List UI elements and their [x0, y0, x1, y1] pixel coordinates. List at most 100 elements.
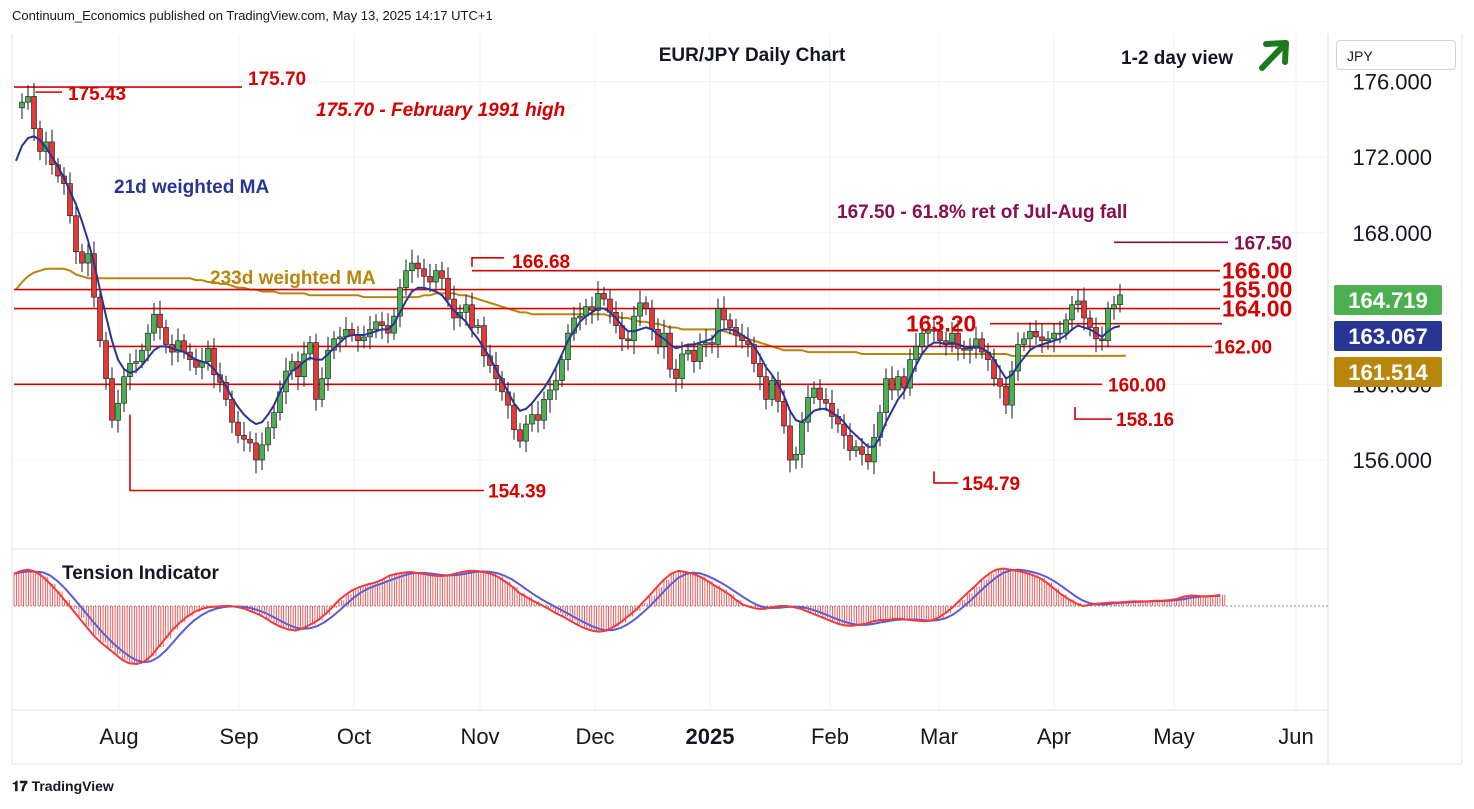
tradingview-logo-icon: 𝟏𝟕	[12, 778, 28, 794]
candle-body	[817, 387, 823, 400]
ma233-path	[15, 267, 1127, 357]
candle-body	[649, 308, 655, 330]
candle-body	[181, 340, 187, 353]
candle-body	[523, 423, 529, 442]
candle-body	[1039, 336, 1045, 342]
brand-name: TradingView	[31, 778, 114, 794]
candle-body	[133, 361, 139, 364]
candle-body	[799, 421, 805, 455]
candle-body	[925, 329, 931, 334]
candle-body	[715, 308, 721, 345]
candle-body	[469, 304, 475, 328]
candle-body	[997, 378, 1003, 387]
candle-body	[1087, 317, 1093, 328]
candle-body	[685, 349, 691, 355]
ma233-line	[15, 267, 1127, 357]
label-158-16: 158.16	[1116, 410, 1174, 431]
x-tick-label: Mar	[920, 724, 958, 749]
candle-body	[1075, 300, 1081, 306]
candle-body	[271, 412, 277, 429]
candle-body	[85, 253, 91, 264]
candle-body	[1069, 304, 1075, 321]
label-162: 162.00	[1214, 337, 1272, 358]
candle-body	[679, 353, 685, 379]
tradingview-logo[interactable]: 𝟏𝟕 TradingView	[12, 778, 114, 795]
annotation-ma233: 233d weighted MA	[210, 268, 376, 289]
candle-body	[319, 378, 325, 400]
candle-body	[1027, 330, 1033, 340]
candle-body	[151, 313, 157, 334]
candle-body	[1015, 344, 1021, 372]
label-166: 166.00	[1222, 258, 1292, 284]
candle-body	[1009, 370, 1015, 406]
tension-fast-line	[13, 567, 1221, 665]
label-164: 164.00	[1222, 296, 1292, 322]
candle-body	[127, 363, 133, 378]
candle-body	[175, 340, 181, 353]
candle-body	[103, 340, 109, 379]
candle-body	[301, 353, 307, 378]
label-175-43: 175.43	[68, 84, 126, 105]
annotation-feb-1991-high: 175.70 - February 1991 high	[316, 100, 565, 121]
marker-158-16	[1074, 406, 1112, 420]
candle-body	[1099, 338, 1105, 342]
candle-body	[883, 378, 889, 413]
candle-body	[895, 376, 901, 391]
ma21-path	[15, 135, 1121, 448]
candle-body	[1033, 330, 1039, 338]
marker-154-79	[933, 471, 958, 484]
candle-body	[919, 332, 925, 347]
price-badge	[1334, 285, 1442, 315]
price-badge-label: 161.514	[1348, 360, 1428, 385]
candle-body	[121, 376, 127, 404]
candle-body	[793, 454, 799, 461]
up-arrow-icon	[1259, 40, 1289, 71]
candle-body	[115, 402, 121, 421]
candle-body	[379, 321, 385, 326]
candle-body	[1105, 308, 1111, 342]
tension-indicator-panel: Tension Indicator	[13, 563, 1328, 665]
candle-body	[481, 325, 487, 357]
candle-body	[667, 332, 673, 370]
candle-body	[205, 348, 211, 362]
chart-title: EUR/JPY Daily Chart	[659, 45, 846, 66]
label-165: 165.00	[1222, 277, 1292, 303]
candle-body	[517, 429, 523, 442]
candle-body	[961, 348, 967, 351]
x-tick-label: May	[1153, 724, 1195, 749]
candle-body	[691, 349, 697, 362]
candle-body	[409, 262, 415, 271]
candle-body	[955, 332, 961, 349]
candle-body	[781, 401, 787, 427]
candle-body	[313, 342, 319, 400]
candle-body	[211, 348, 217, 376]
candle-body	[1111, 304, 1117, 309]
support-resistance-levels	[14, 86, 1228, 492]
currency-selector[interactable]: JPY	[1336, 40, 1456, 70]
candle-body	[709, 342, 715, 345]
candle-body	[805, 397, 811, 423]
time-axis[interactable]: Aug Sep Oct Nov Dec 2025 Feb Mar Apr May Jun	[99, 724, 1313, 749]
candle-body	[865, 454, 871, 463]
candle-body	[811, 387, 817, 398]
candle-body	[1057, 332, 1063, 335]
candle-body	[433, 270, 439, 283]
ma21-line	[15, 135, 1121, 448]
candle-body	[973, 338, 979, 349]
candle-body	[577, 315, 583, 319]
candle-body	[787, 425, 793, 461]
candle-body	[25, 96, 31, 103]
annotation-fib-retracement: 167.50 - 61.8% ret of Jul-Aug fall	[837, 202, 1127, 223]
candle-body	[19, 101, 25, 109]
label-154-79: 154.79	[962, 474, 1020, 495]
candle-body	[535, 414, 541, 421]
x-tick-label: Aug	[99, 724, 138, 749]
price-badge	[1334, 321, 1442, 351]
chart-annotations: EUR/JPY Daily Chart 1-2 day view 175.70 175…	[68, 45, 1292, 502]
candle-body	[937, 330, 943, 342]
y-tick-label: 156.000	[1352, 448, 1432, 473]
candle-body	[235, 421, 241, 436]
candle-body	[643, 302, 649, 309]
